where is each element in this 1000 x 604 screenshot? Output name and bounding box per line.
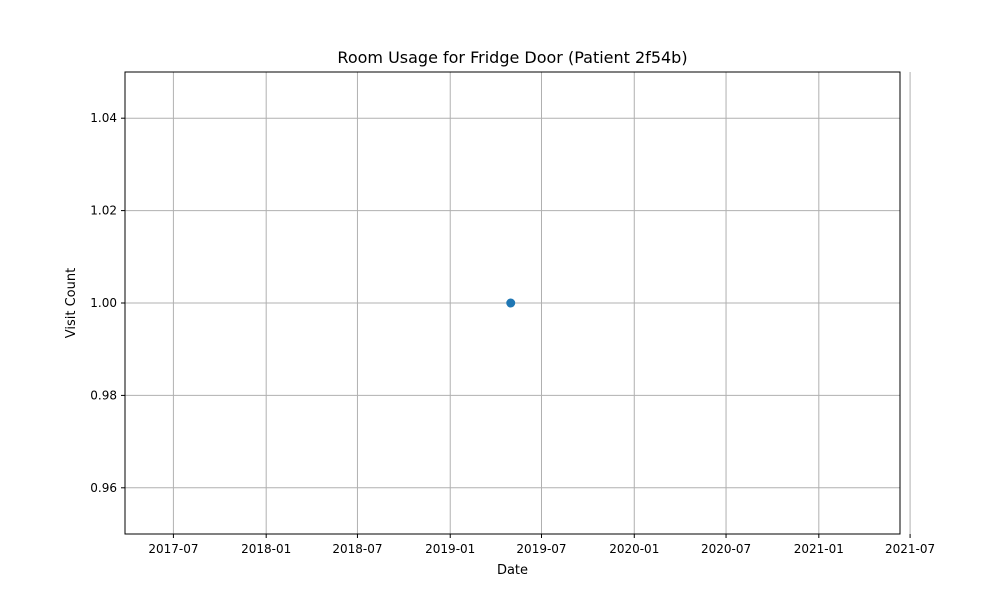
x-tick-label: 2021-01 [794,542,844,556]
x-tick-label: 2018-01 [241,542,291,556]
axis-ticks: 2017-07 2018-01 2018-07 2019-01 2019-07 2020-… [90,111,935,556]
x-tick-label: 2019-01 [425,542,475,556]
grid-lines [125,72,911,534]
data-point [506,298,516,308]
x-axis-label: Date [497,563,528,578]
y-axis-label: Visit Count [64,268,79,338]
x-tick-label: 2021-07 [885,542,935,556]
chart-title: Room Usage for Fridge Door (Patient 2f54… [337,48,687,67]
x-tick-label: 2020-07 [701,542,751,556]
x-tick-label: 2018-07 [332,542,382,556]
y-tick-label: 1.00 [90,296,117,310]
data-points [506,298,516,308]
y-tick-label: 1.02 [90,204,117,218]
plot-frame [124,71,901,535]
y-tick-label: 0.98 [90,388,117,402]
x-tick-label: 2019-07 [516,542,566,556]
y-tick-label: 0.96 [90,481,117,495]
x-tick-label: 2020-01 [609,542,659,556]
y-tick-label: 1.04 [90,111,117,125]
x-tick-label: 2017-07 [148,542,198,556]
